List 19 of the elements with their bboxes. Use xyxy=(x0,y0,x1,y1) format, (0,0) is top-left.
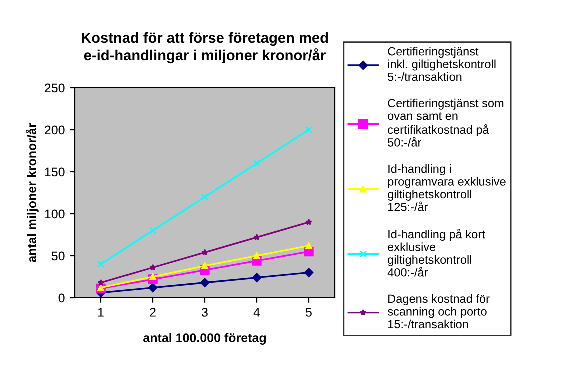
y-tick-label: 200 xyxy=(45,126,65,135)
legend-label: Dagens kostnad för scanning och porto 15:-/transaktion xyxy=(388,294,490,329)
y-tick-label: 0 xyxy=(58,294,65,303)
y-tick-label: 100 xyxy=(45,210,65,219)
chart-title: Kostnad för att förse företagen med e-id-handlingar i miljoner kronor/år xyxy=(82,32,328,64)
legend-label: Certifieringstjänst som ovan samt en certifikatkostnad på 50:-/år xyxy=(388,98,504,147)
x-tick-label: 5 xyxy=(306,308,312,317)
y-axis-title: antal miljoner kronor/år xyxy=(26,123,39,262)
legend-label: Certifieringstjänst inkl. giltighetskontroll 5:-/transaktion xyxy=(388,47,496,82)
x-tick-label: 4 xyxy=(254,308,260,317)
x-tick-label: 1 xyxy=(98,308,104,317)
x-tick-label: 2 xyxy=(150,308,156,317)
y-tick-label: 50 xyxy=(52,252,65,261)
legend-label: Id-handling på kort exklusive giltighetskontroll 400:-/år xyxy=(388,229,486,277)
x-tick-label: 3 xyxy=(202,308,208,317)
x-axis-title: antal 100.000 företag xyxy=(144,333,266,345)
y-tick-label: 250 xyxy=(45,84,65,93)
y-tick-label: 150 xyxy=(45,168,65,177)
legend-label: Id-handling i programvara exklusive giltighetskontroll 125:-/år xyxy=(388,164,506,212)
